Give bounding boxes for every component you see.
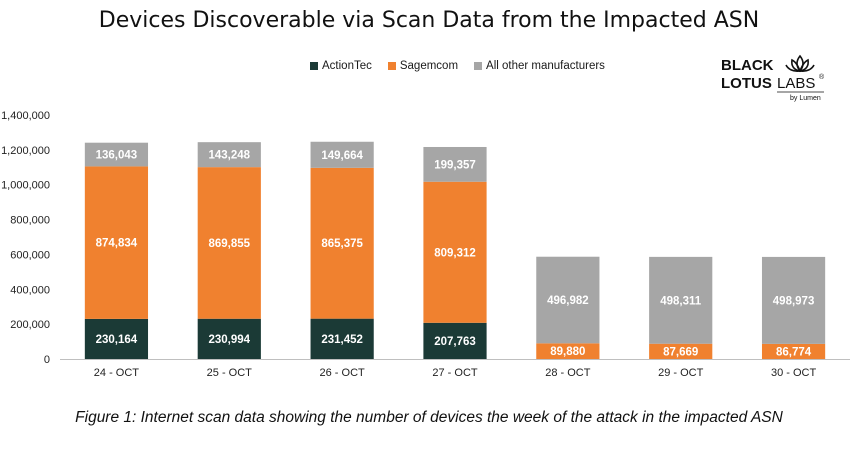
- x-tick-label: 30 - OCT: [771, 367, 817, 379]
- y-tick-label: 1,400,000: [1, 110, 50, 122]
- legend-label-sagemcom: Sagemcom: [399, 60, 459, 72]
- legend-item-actiontec: ActionTec: [310, 60, 372, 72]
- data-label: 143,248: [208, 150, 250, 162]
- x-tick-label: 25 - OCT: [207, 367, 253, 379]
- legend: ActionTec Sagemcom All other manufacture…: [310, 60, 605, 72]
- chart-title: Devices Discoverable via Scan Data from …: [98, 8, 760, 33]
- bar-segment-actiontec: [310, 318, 374, 359]
- data-label: 207,763: [434, 336, 476, 348]
- lotus-flower-icon: [785, 54, 815, 73]
- y-tick-label: 600,000: [10, 249, 50, 261]
- bar-segment-actiontec: [197, 318, 261, 359]
- logo-lotus: LOTUS: [721, 75, 772, 92]
- legend-label-actiontec: ActionTec: [322, 60, 372, 72]
- data-label: 149,664: [321, 150, 363, 162]
- data-label: 498,311: [660, 295, 702, 307]
- bar-segment-sagemcom: [649, 343, 713, 359]
- logo-labs: LABS: [777, 75, 815, 92]
- x-tick-label: 26 - OCT: [320, 367, 366, 379]
- data-label: 89,880: [550, 346, 585, 358]
- y-tick-label: 1,200,000: [1, 145, 50, 157]
- x-tick-label: 29 - OCT: [658, 367, 704, 379]
- bar-segment-all-other-manufacturers: [761, 256, 826, 344]
- bar-segment-sagemcom: [536, 343, 600, 359]
- data-label: 230,164: [96, 334, 138, 346]
- stacked-bar-chart: 230,164 874,834 136,043 230,994 869,855 143,2…: [1, 110, 850, 379]
- y-tick-label: 400,000: [10, 284, 50, 296]
- data-label: 498,973: [773, 295, 815, 307]
- data-label: 87,669: [663, 346, 698, 358]
- bar-segment-sagemcom: [423, 181, 487, 323]
- data-label: 136,043: [96, 150, 138, 162]
- bar-segment-sagemcom: [197, 167, 261, 319]
- data-label: 809,312: [434, 247, 476, 259]
- legend-label-other: All other manufacturers: [486, 60, 605, 72]
- legend-swatch-other: [474, 62, 483, 70]
- bar-segment-sagemcom: [761, 343, 826, 359]
- data-label: 865,375: [321, 238, 363, 250]
- data-label: 86,774: [776, 346, 812, 358]
- data-label: 231,452: [321, 334, 363, 346]
- legend-swatch-sagemcom: [387, 62, 396, 70]
- legend-swatch-actiontec: [310, 62, 318, 70]
- data-label: 199,357: [434, 159, 476, 171]
- bar-segment-actiontec: [84, 318, 149, 359]
- bar-segment-all-other-manufacturers: [310, 141, 374, 168]
- x-tick-label: 24 - OCT: [94, 367, 140, 379]
- data-label: 869,855: [208, 238, 250, 250]
- y-tick-label: 0: [44, 354, 50, 366]
- bar-segment-all-other-manufacturers: [536, 256, 600, 344]
- y-tick-label: 200,000: [10, 319, 50, 331]
- y-tick-label: 800,000: [10, 215, 50, 227]
- bar-segment-all-other-manufacturers: [423, 146, 487, 182]
- legend-item-other: All other manufacturers: [474, 60, 605, 72]
- logo-black: BLACK: [721, 57, 774, 74]
- bar-segment-all-other-manufacturers: [649, 256, 713, 344]
- bar-segment-actiontec: [423, 322, 487, 359]
- bar-segment-sagemcom: [84, 166, 149, 319]
- bar-segment-sagemcom: [310, 167, 374, 319]
- data-label: 874,834: [96, 238, 138, 250]
- y-tick-label: 1,000,000: [1, 180, 50, 192]
- bar-segment-all-other-manufacturers: [197, 142, 261, 168]
- logo-registered: ®: [819, 73, 825, 81]
- bar-segment-all-other-manufacturers: [84, 142, 149, 167]
- black-lotus-labs-logo: BLACK LOTUS LABS ® by Lumen: [721, 54, 825, 102]
- x-tick-label: 28 - OCT: [545, 367, 591, 379]
- x-tick-label: 27 - OCT: [432, 367, 478, 379]
- data-label: 496,982: [547, 295, 589, 307]
- data-label: 230,994: [208, 334, 250, 346]
- legend-item-sagemcom: Sagemcom: [387, 60, 459, 72]
- logo-by-lumen: by Lumen: [790, 95, 821, 102]
- figure-caption: Figure 1: Internet scan data showing the…: [75, 409, 783, 426]
